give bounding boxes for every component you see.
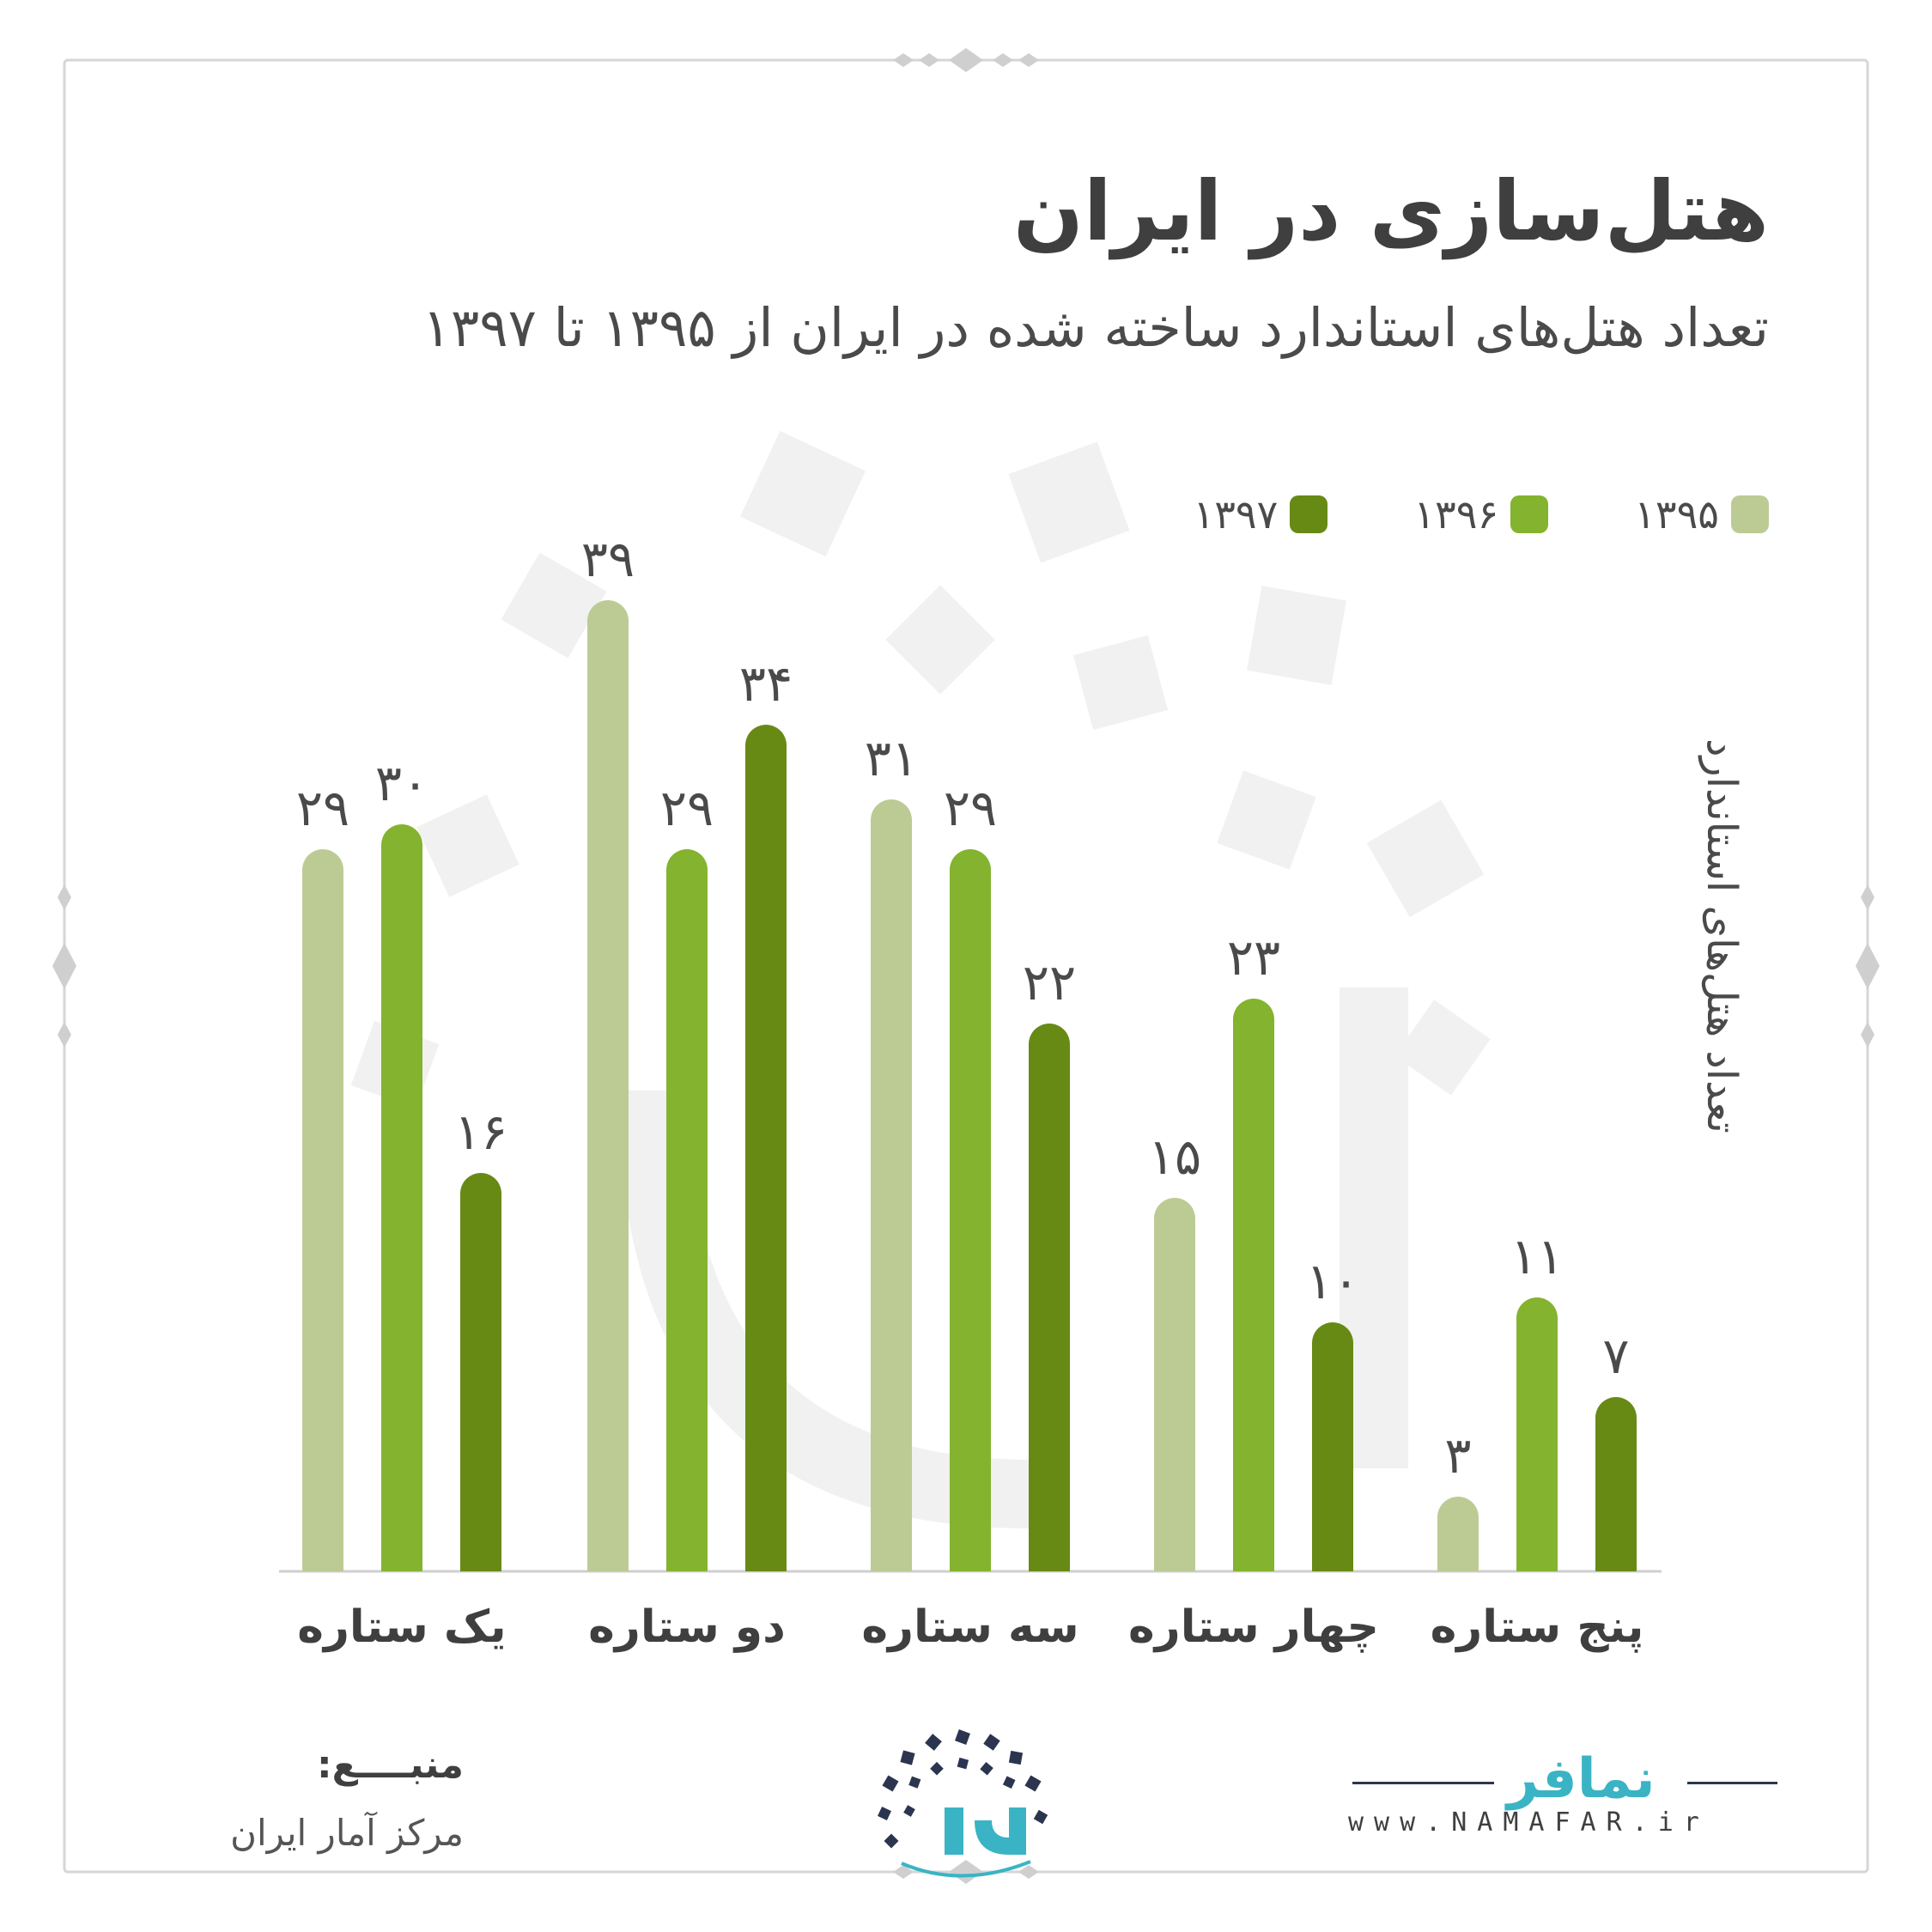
value-label-4-series-3: ۱۰	[1306, 1252, 1359, 1310]
legend-label-1396: ۱۳۹۶	[1413, 491, 1499, 538]
chart-subtitle: تعداد هتل‌های استاندارد ساخته شده در ایر…	[422, 296, 1769, 359]
value-label-3-series-2: ۲۹	[944, 779, 997, 837]
value-label-5-series-1: ۳	[1444, 1426, 1471, 1485]
bar-3-series-3	[1029, 1024, 1070, 1571]
bar-2-series-2	[666, 849, 708, 1571]
value-label-3-series-3: ۲۲	[1023, 953, 1076, 1012]
bars-group	[302, 600, 1637, 1571]
legend-swatch-1396	[1510, 495, 1549, 533]
chart-title: هتل‌سازی در ایران	[1012, 163, 1769, 259]
bar-3-series-2	[950, 849, 991, 1571]
frame-ornament-top	[893, 48, 1039, 72]
brand-name: نمافر	[1507, 1747, 1656, 1811]
bar-5-series-2	[1516, 1297, 1558, 1571]
source-title: منبــــع:	[317, 1743, 464, 1787]
brand-rule-right	[1687, 1782, 1777, 1784]
category-label-2: دو ستاره	[588, 1601, 786, 1653]
bar-1-series-3	[460, 1173, 501, 1571]
category-label-1: یک ستاره	[297, 1601, 507, 1653]
bar-1-series-1	[302, 849, 343, 1571]
value-label-3-series-1: ۳۱	[865, 729, 918, 787]
value-label-5-series-2: ۱۱	[1510, 1227, 1564, 1285]
value-label-1-series-2: ۳۰	[375, 754, 428, 812]
legend-item-1397: ۱۳۹۷	[1194, 491, 1328, 538]
value-labels-group: ۲۹ ۳۰ ۱۶ ۳۹ ۲۹ ۳۴ ۳۱ ۲۹ ۲۲ ۱۵ ۲۳ ۱۰ ۳ ۱۱ ۷	[296, 530, 1630, 1485]
bar-2-series-1	[587, 600, 629, 1571]
bar-4-series-2	[1233, 999, 1274, 1571]
bar-5-series-1	[1437, 1497, 1479, 1571]
brand-rule-left	[1352, 1782, 1494, 1784]
category-label-5: پنج ستاره	[1430, 1601, 1644, 1653]
legend-label-1397: ۱۳۹۷	[1193, 491, 1279, 538]
value-label-4-series-2: ۲۳	[1227, 928, 1280, 987]
legend-swatch-1397	[1290, 495, 1328, 533]
source-name: مرکز آمار ایران	[230, 1812, 464, 1854]
value-label-4-series-1: ۱۵	[1148, 1127, 1201, 1186]
bar-4-series-3	[1312, 1322, 1353, 1571]
value-label-1-series-1: ۲۹	[296, 779, 349, 837]
bar-4-series-1	[1154, 1198, 1195, 1571]
legend-swatch-1395	[1731, 495, 1769, 533]
frame-ornament-left	[52, 884, 76, 1048]
bar-3-series-1	[871, 799, 912, 1571]
value-label-1-series-3: ۱۶	[454, 1103, 507, 1161]
value-label-2-series-1: ۳۹	[581, 530, 635, 588]
value-label-2-series-3: ۳۴	[739, 654, 793, 713]
category-label-3: سه ستاره	[861, 1601, 1079, 1653]
chart-legend: ۱۳۹۵ ۱۳۹۶ ۱۳۹۷	[1194, 491, 1769, 538]
legend-item-1396: ۱۳۹۶	[1413, 491, 1549, 538]
frame-ornament-bottom	[893, 1860, 1039, 1884]
category-label-4: چهار ستاره	[1128, 1601, 1379, 1653]
legend-label-1395: ۱۳۹۵	[1634, 491, 1719, 538]
legend-item-1395: ۱۳۹۵	[1634, 491, 1769, 538]
value-label-5-series-3: ۷	[1602, 1327, 1629, 1385]
bar-1-series-2	[381, 824, 422, 1571]
bar-5-series-3	[1595, 1397, 1637, 1571]
value-label-2-series-2: ۲۹	[660, 779, 714, 837]
watermark-logo	[350, 430, 1491, 1528]
bar-2-series-3	[745, 725, 787, 1571]
namafar-logo	[878, 1729, 1048, 1878]
brand-url: www.NAMAFAR.ir	[1348, 1807, 1710, 1838]
frame-ornament-right	[1856, 884, 1880, 1048]
